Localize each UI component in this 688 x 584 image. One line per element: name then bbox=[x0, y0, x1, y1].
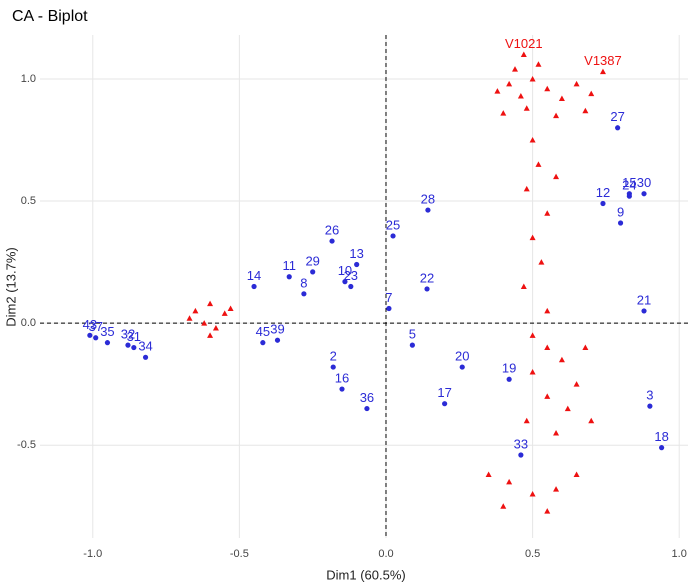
y-tick-label: 0.5 bbox=[21, 195, 36, 207]
point-label: 36 bbox=[360, 390, 374, 405]
point-label: 30 bbox=[637, 175, 651, 190]
y-tick-label: -0.5 bbox=[17, 439, 36, 451]
row-point bbox=[348, 284, 353, 289]
point-label: 25 bbox=[386, 217, 400, 232]
row-point bbox=[386, 306, 391, 311]
point-label: 18 bbox=[654, 429, 668, 444]
point-label: 2 bbox=[330, 349, 337, 364]
point-label: 11 bbox=[282, 258, 296, 273]
row-point bbox=[354, 262, 359, 267]
x-tick-label: 0.0 bbox=[378, 548, 393, 560]
y-axis-title: Dim2 (13.7%) bbox=[3, 247, 18, 326]
y-tick-label: 1.0 bbox=[21, 73, 36, 85]
point-label: 3 bbox=[646, 388, 653, 403]
point-label: V1387 bbox=[584, 53, 622, 68]
row-point bbox=[615, 125, 620, 130]
row-point bbox=[93, 335, 98, 340]
x-tick-label: -0.5 bbox=[230, 548, 249, 560]
background bbox=[0, 0, 688, 584]
point-label: 17 bbox=[437, 385, 451, 400]
row-point bbox=[131, 345, 136, 350]
row-point bbox=[364, 406, 369, 411]
point-label: 22 bbox=[420, 270, 434, 285]
point-label: 29 bbox=[305, 253, 319, 268]
y-tick-label: 0.0 bbox=[21, 317, 36, 329]
point-label: 45 bbox=[256, 324, 270, 339]
point-label: 26 bbox=[325, 223, 339, 238]
row-point bbox=[641, 308, 646, 313]
chart-title: CA - Biplot bbox=[12, 8, 88, 25]
point-label: 16 bbox=[335, 370, 349, 385]
point-label: 35 bbox=[100, 324, 114, 339]
point-label: 23 bbox=[344, 268, 358, 283]
row-point bbox=[331, 364, 336, 369]
row-point bbox=[275, 338, 280, 343]
row-point bbox=[424, 286, 429, 291]
row-point bbox=[105, 340, 110, 345]
row-point bbox=[618, 220, 623, 225]
point-label: 39 bbox=[270, 322, 284, 337]
point-label: 12 bbox=[596, 185, 610, 200]
row-point bbox=[641, 191, 646, 196]
point-label: 9 bbox=[617, 204, 624, 219]
row-point bbox=[518, 452, 523, 457]
row-point bbox=[600, 201, 605, 206]
row-point bbox=[260, 340, 265, 345]
point-label: 5 bbox=[409, 327, 416, 342]
point-label: 8 bbox=[300, 275, 307, 290]
point-label: 19 bbox=[502, 361, 516, 376]
x-tick-label: 1.0 bbox=[672, 548, 687, 560]
row-point bbox=[410, 343, 415, 348]
x-tick-label: -1.0 bbox=[83, 548, 102, 560]
point-label: 33 bbox=[514, 436, 528, 451]
row-point bbox=[647, 404, 652, 409]
row-point bbox=[425, 207, 430, 212]
row-point bbox=[507, 377, 512, 382]
point-label: 20 bbox=[455, 349, 469, 364]
point-label: 21 bbox=[637, 292, 651, 307]
row-point bbox=[310, 269, 315, 274]
row-point bbox=[301, 291, 306, 296]
chart: CA - Biplot Dim1 (60.5%) Dim2 (13.7%) -1… bbox=[0, 0, 688, 584]
x-axis-title: Dim1 (60.5%) bbox=[326, 567, 405, 582]
row-point bbox=[659, 445, 664, 450]
point-label: 13 bbox=[349, 246, 363, 261]
point-label: 28 bbox=[421, 192, 435, 207]
point-label: 24 bbox=[622, 178, 636, 193]
row-point bbox=[329, 238, 334, 243]
row-point bbox=[442, 401, 447, 406]
point-label: 14 bbox=[247, 268, 261, 283]
point-label: V1021 bbox=[505, 36, 543, 51]
row-point bbox=[287, 274, 292, 279]
x-tick-label: 0.5 bbox=[525, 548, 540, 560]
row-point bbox=[339, 386, 344, 391]
row-point bbox=[460, 364, 465, 369]
row-point bbox=[251, 284, 256, 289]
row-point bbox=[627, 194, 632, 199]
point-label: 27 bbox=[610, 109, 624, 124]
row-point bbox=[390, 233, 395, 238]
point-label: 7 bbox=[385, 290, 392, 305]
point-label: 34 bbox=[138, 339, 152, 354]
row-point bbox=[143, 355, 148, 360]
